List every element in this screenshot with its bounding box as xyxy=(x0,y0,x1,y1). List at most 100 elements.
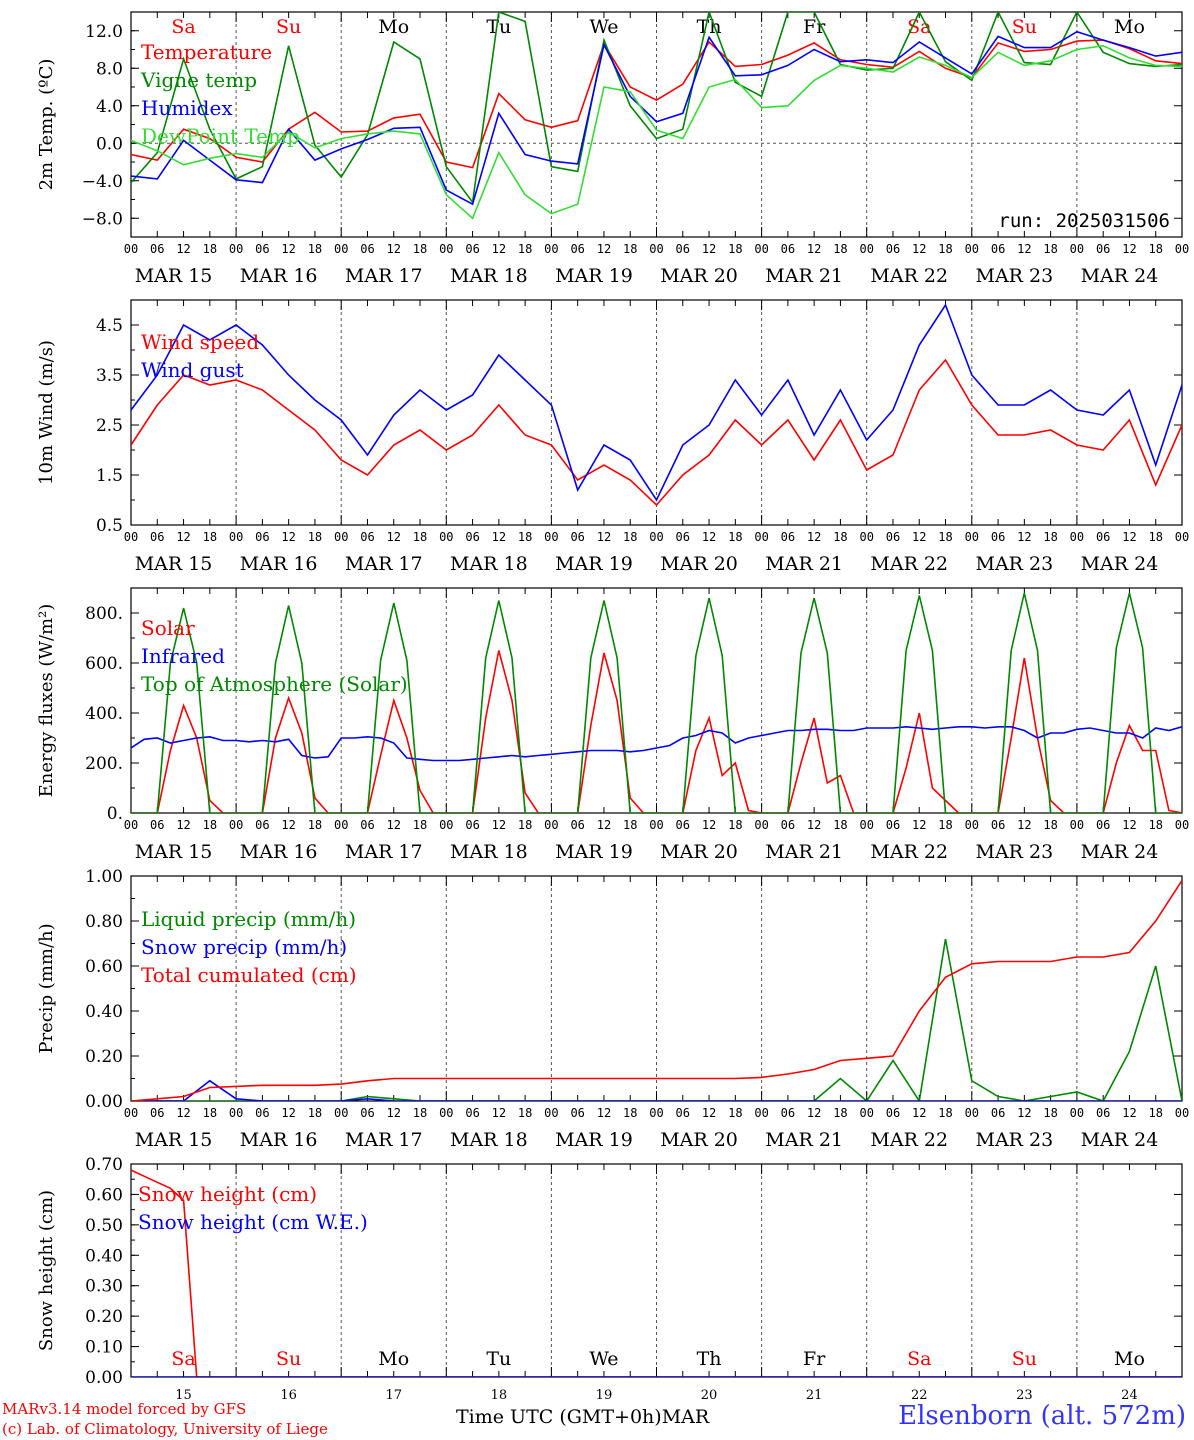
x-hour-label: 18 xyxy=(1043,1106,1057,1120)
y-tick-label: 0.40 xyxy=(85,1002,123,1022)
chart-panel-3: 0. 200. 400. 600. 800. Energy fluxes (W/m²) 00… xyxy=(36,587,1189,863)
xaxis-label: Time UTC (GMT+0h)MAR xyxy=(456,1406,709,1428)
series-line-vigne-temp xyxy=(131,12,1182,205)
y-tick-label: 1.00 xyxy=(85,867,123,887)
x-hour-label: 06 xyxy=(676,530,690,544)
x-day-label: MAR 19 xyxy=(555,265,633,287)
legend-item: Snow height (cm) xyxy=(138,1182,317,1206)
x-hour-label: 06 xyxy=(570,530,584,544)
series-line-wind-gust xyxy=(131,303,1182,502)
x-day-label: MAR 24 xyxy=(1081,265,1159,287)
x-day-label: MAR 23 xyxy=(975,265,1053,287)
x-hour-label: 18 xyxy=(308,530,322,544)
y-tick-label: 0.0 xyxy=(96,134,123,154)
plot-frame xyxy=(130,587,1183,814)
x-day-label: MAR 21 xyxy=(765,553,843,575)
x-hour-label: 12 xyxy=(807,1106,821,1120)
x-hour-label: 06 xyxy=(676,1106,690,1120)
x-hour-label: 06 xyxy=(150,818,164,832)
x-hour-label: 12 xyxy=(492,818,506,832)
weekday-label: Su xyxy=(1012,16,1037,38)
x-hour-label: 00 xyxy=(1070,242,1084,256)
x-day-label: MAR 17 xyxy=(345,841,423,863)
x-hour-label: 18 xyxy=(623,242,637,256)
y-tick-label: 0.30 xyxy=(85,1277,123,1297)
x-hour-label: 12 xyxy=(176,530,190,544)
x-hour-label: 06 xyxy=(465,530,479,544)
x-hour-label: 00 xyxy=(334,242,348,256)
x-hour-label: 12 xyxy=(807,242,821,256)
x-hour-label: 00 xyxy=(1175,242,1189,256)
legend-item: Humidex xyxy=(141,96,233,120)
x-hour-label: 06 xyxy=(1096,242,1110,256)
weekday-label: Su xyxy=(1012,1348,1037,1370)
legend-item: Snow precip (mm/h) xyxy=(141,935,347,959)
weekday-label: Th xyxy=(697,16,722,38)
legend-item: Total cumulated (cm) xyxy=(141,963,357,987)
x-day-number: 20 xyxy=(701,1388,718,1403)
x-day-number: 21 xyxy=(806,1388,823,1403)
y-tick-label: 0.5 xyxy=(96,516,123,536)
x-hour-label: 00 xyxy=(544,818,558,832)
x-hour-label: 12 xyxy=(1017,1106,1031,1120)
series-group xyxy=(131,303,1182,507)
x-hour-label: 06 xyxy=(150,530,164,544)
x-hour-label: 06 xyxy=(360,242,374,256)
weekday-label: Su xyxy=(276,16,301,38)
y-tick-label: 0.80 xyxy=(85,912,123,932)
x-hour-label: 00 xyxy=(544,242,558,256)
x-day-label: MAR 23 xyxy=(975,553,1053,575)
x-hour-label: 18 xyxy=(413,530,427,544)
y-axis-label: Energy fluxes (W/m²) xyxy=(36,604,57,798)
x-hour-label: 06 xyxy=(991,1106,1005,1120)
run-label: run: 2025031506 xyxy=(998,210,1170,232)
legend-item: Vigne temp xyxy=(140,68,257,92)
series-line-liquid-precip-mm-h- xyxy=(131,938,1182,1101)
x-hour-label: 18 xyxy=(938,242,952,256)
x-day-label: MAR 16 xyxy=(240,841,318,863)
weekday-label: Su xyxy=(276,1348,301,1370)
legend-item: DewPoint Temp xyxy=(141,124,300,148)
x-hour-label: 00 xyxy=(124,818,138,832)
x-hour-label: 00 xyxy=(1175,818,1189,832)
legend-item: Top of Atmosphere (Solar) xyxy=(141,672,408,696)
station-label: Elsenborn (alt. 572m) xyxy=(898,1401,1186,1431)
y-tick-label: −8.0 xyxy=(82,209,123,229)
x-hour-label: 00 xyxy=(859,530,873,544)
x-hour-label: 18 xyxy=(623,818,637,832)
series-line-solar xyxy=(131,650,1182,813)
x-hour-label: 12 xyxy=(176,818,190,832)
x-hour-label: 06 xyxy=(781,1106,795,1120)
x-hour-label: 18 xyxy=(1043,242,1057,256)
x-hour-label: 18 xyxy=(203,242,217,256)
weekday-label: We xyxy=(589,16,618,38)
x-hour-label: 06 xyxy=(991,818,1005,832)
x-hour-label: 00 xyxy=(965,530,979,544)
x-hour-label: 12 xyxy=(387,530,401,544)
x-hour-label: 12 xyxy=(702,242,716,256)
legend-item: Wind gust xyxy=(141,358,244,382)
x-hour-label: 18 xyxy=(1148,818,1162,832)
x-hour-label: 00 xyxy=(754,530,768,544)
y-tick-label: 0.20 xyxy=(85,1047,123,1067)
x-hour-label: 00 xyxy=(754,818,768,832)
x-day-number: 16 xyxy=(280,1388,297,1403)
legend-item: Wind speed xyxy=(141,330,259,354)
weekday-label: Tu xyxy=(486,1348,511,1370)
x-day-label: MAR 17 xyxy=(345,265,423,287)
x-hour-label: 06 xyxy=(1096,818,1110,832)
x-hour-label: 18 xyxy=(833,818,847,832)
x-hour-label: 06 xyxy=(886,530,900,544)
x-hour-label: 06 xyxy=(781,530,795,544)
y-tick-label: 0.10 xyxy=(85,1338,123,1358)
x-hour-label: 12 xyxy=(281,1106,295,1120)
x-hour-label: 06 xyxy=(360,530,374,544)
x-hour-label: 18 xyxy=(1043,530,1057,544)
x-hour-label: 00 xyxy=(124,530,138,544)
x-hour-label: 12 xyxy=(807,530,821,544)
x-day-label: MAR 22 xyxy=(870,841,948,863)
x-day-label: MAR 21 xyxy=(765,841,843,863)
x-hour-label: 06 xyxy=(676,818,690,832)
x-hour-label: 18 xyxy=(1043,818,1057,832)
x-day-number: 22 xyxy=(911,1388,928,1403)
